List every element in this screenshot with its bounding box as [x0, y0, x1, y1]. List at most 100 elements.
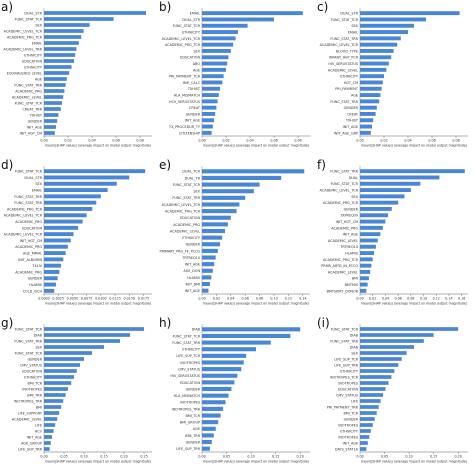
bar [44, 107, 61, 111]
bar [360, 181, 421, 186]
bar [360, 118, 374, 123]
category-label: DIAB [34, 333, 43, 337]
bar [202, 80, 223, 85]
category-label: HLAMIS [29, 283, 42, 287]
bar [360, 411, 377, 415]
category-label: ACADEMIC_LEVEL_TRR [3, 47, 42, 51]
x-axis-label: mean(|SHAP value|) (average impact on mo… [203, 144, 309, 148]
bar [44, 131, 55, 135]
chart-panel: e) DUAL_TCR DUAL_TR FUNC_STAT_TCR SEX FUNC_ST… [158, 158, 316, 316]
x-tick-label: 0.02 [64, 139, 71, 143]
category-label: TX_PROCEDUR_TY [168, 125, 201, 129]
x-tick-label: 0.00 [198, 297, 205, 301]
category-label: BMI_GROUP [180, 421, 200, 425]
category-label: LIFE [351, 399, 358, 403]
bar [360, 55, 392, 60]
category-label: INIT_HGT_CM [20, 131, 42, 135]
x-tick-label: 0.05 [60, 455, 67, 459]
bar [44, 257, 64, 262]
category-label: INOTROPES [22, 387, 42, 391]
category-label: DIAB [192, 328, 201, 332]
bar [44, 411, 60, 415]
bar [360, 269, 371, 274]
x-tick-label: 0.12 [433, 297, 440, 301]
bar [360, 244, 376, 249]
category-label: ACADEMIC_LEVEL [328, 239, 358, 243]
x-tick-label: 0.02 [380, 139, 387, 143]
category-label: ETHNICITY [182, 30, 201, 34]
x-tick-label: 0.00 [40, 455, 47, 459]
bar [44, 35, 82, 39]
x-tick-label: 0.00 [198, 455, 205, 459]
bar [360, 213, 388, 218]
category-label: ACADEMIC_LEVEL_TCR [320, 43, 359, 47]
bar [360, 405, 379, 409]
bar [360, 429, 371, 433]
bar [44, 194, 101, 199]
x-axis-label: mean(|SHAP value|) (average impact on mo… [203, 302, 309, 306]
category-label: EMAIL [32, 41, 42, 45]
category-label: ACADEMIC_PRG [173, 223, 200, 227]
bar [202, 439, 212, 445]
category-label: BMI_TCR [27, 381, 42, 385]
panel-letter: e) [159, 158, 172, 172]
x-tick-label: 0.08 [256, 297, 263, 301]
panel-letter: h) [159, 316, 172, 330]
bar [360, 369, 395, 373]
shap-bar-chart: FUNC_STAT_TCR DUAL_STR SEX EMAIL FUNC_STAT_T… [4, 166, 152, 306]
category-label: LIFE_SUP_TRR [18, 447, 42, 451]
bar [202, 433, 214, 438]
category-label: BMTMIS [345, 283, 358, 287]
category-label: ACADEMIC_LEVEL [328, 270, 358, 274]
x-tick-label: 0.0000 [38, 297, 50, 301]
shap-bar-chart: DUAL_STR FUNC_STAT_TCR SEX ACADEMIC_LEVEL_T… [3, 8, 152, 148]
category-label: ACADEMIC_LEVEL_TCR [162, 203, 201, 207]
category-label: PRI_PAYMENT_TCR [169, 75, 201, 79]
bar [202, 222, 228, 227]
x-tick-label: 0.0075 [81, 297, 93, 301]
bar [44, 276, 58, 281]
panel-letter: b) [159, 0, 172, 14]
category-label: FUNC_STAT_TRR [330, 339, 358, 343]
panel-letter: a) [1, 0, 14, 14]
category-label: GENDER [344, 207, 359, 211]
bar [202, 11, 303, 16]
bar [360, 447, 367, 451]
category-label: FUNC_STAT_TCR [15, 351, 43, 355]
bar [44, 251, 66, 256]
bar [202, 380, 235, 385]
chart-panel: c) DUAL_STR FUNC_STAT_TCR SEX EMAIL FUNC_STAT… [316, 0, 474, 158]
shap-bar-chart: DUAL_STR FUNC_STAT_TCR SEX EMAIL FUNC_STAT_T… [320, 8, 468, 148]
bar [44, 125, 56, 129]
category-label: EDUCATION [180, 56, 200, 60]
bar [44, 47, 77, 51]
bar [360, 327, 459, 331]
category-label: ACADEMIC_PRG [15, 270, 42, 274]
bar [44, 206, 93, 211]
bar [360, 345, 414, 349]
category-label: INOTROPES [338, 423, 358, 427]
x-tick-label: 0.0125 [109, 297, 121, 301]
chart-panel: b) EMAIL DUAL_STR FUNC_STAT_TCR ETHNICITY ACA… [158, 0, 316, 158]
category-label: CREAT [347, 112, 359, 116]
x-tick-label: 0.04 [382, 297, 389, 301]
bar [202, 446, 210, 451]
bar [44, 101, 62, 105]
category-label: INIT_AGE [343, 125, 358, 129]
bar [44, 225, 79, 230]
bar [360, 23, 414, 28]
category-label: ACADEMIC_LEVEL_TCR [4, 214, 43, 218]
category-label: SEX [35, 345, 42, 349]
bar [44, 375, 74, 379]
category-label: EDUCATION [180, 381, 200, 385]
bar [360, 48, 394, 53]
bar [360, 200, 399, 205]
category-label: TXPREQ09 [339, 214, 358, 218]
bar [202, 360, 244, 365]
category-label: FUNC_STAT_TCR [173, 183, 201, 187]
category-label: PRI_PAYMENT [335, 87, 359, 91]
x-axis-label: mean(|SHAP value|) (average impact on mo… [45, 460, 151, 464]
bar [44, 369, 77, 373]
category-label: ACADEMIC_LEVEL_TCR [320, 188, 359, 192]
